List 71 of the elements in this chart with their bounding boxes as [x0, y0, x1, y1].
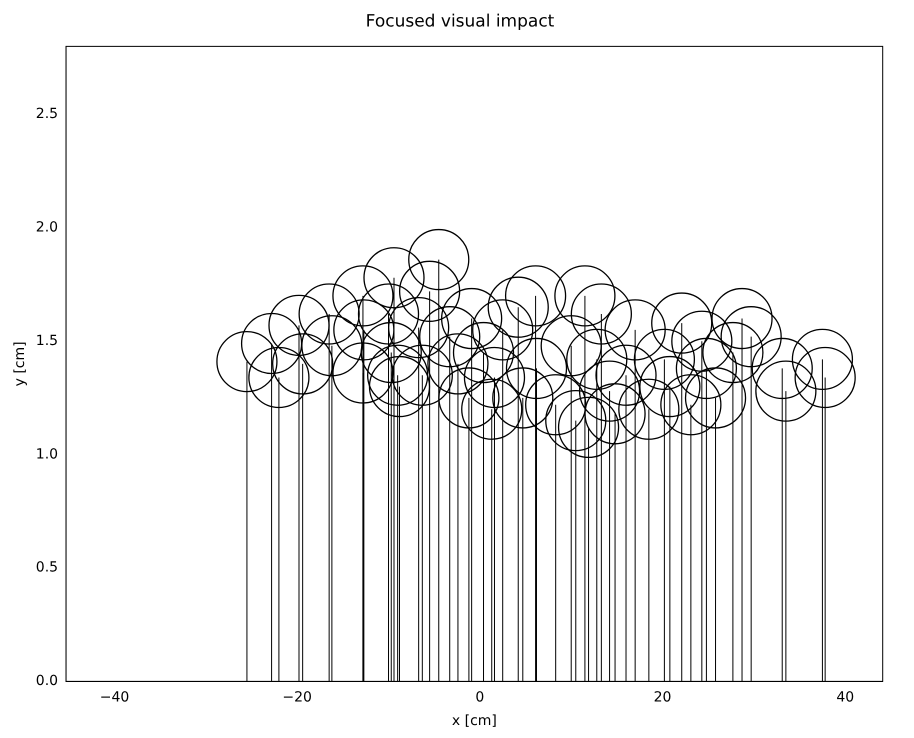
point: [268, 294, 330, 356]
point: [639, 356, 701, 418]
point: [452, 322, 514, 384]
point: [554, 265, 616, 327]
point: [216, 330, 278, 392]
point: [248, 346, 310, 408]
point: [595, 344, 657, 406]
point: [792, 328, 854, 390]
point: [752, 338, 813, 400]
point: [540, 315, 602, 376]
point: [488, 276, 549, 338]
point: [506, 338, 568, 400]
point: [427, 333, 489, 395]
x-axis-title: x [cm]: [452, 713, 497, 730]
point: [660, 374, 722, 436]
point: [367, 344, 428, 406]
point: [332, 265, 394, 327]
point: [634, 328, 696, 390]
point: [566, 328, 628, 390]
point: [398, 260, 460, 322]
point: [584, 383, 646, 444]
y-tick-label: 0.0: [36, 673, 58, 690]
point: [651, 292, 712, 354]
y-tick-label: 1.5: [36, 332, 58, 349]
point: [240, 312, 302, 374]
point: [545, 390, 606, 452]
point: [671, 310, 732, 372]
point: [408, 228, 470, 290]
x-tick-label: 40: [836, 689, 854, 706]
point: [702, 322, 764, 384]
point: [461, 378, 522, 440]
y-tick-label: 2.0: [36, 219, 58, 236]
point: [440, 288, 502, 350]
point: [438, 367, 500, 429]
y-axis-title: y [cm]: [12, 341, 28, 386]
point: [472, 299, 534, 361]
point: [525, 374, 586, 436]
y-tick-label: 2.5: [36, 106, 58, 122]
chart-title: Focused visual impact: [366, 12, 555, 32]
point: [492, 367, 554, 429]
point: [388, 296, 450, 358]
point: [618, 378, 680, 440]
point: [333, 299, 395, 361]
point: [272, 333, 334, 395]
point: [711, 288, 773, 350]
point: [684, 367, 746, 429]
point: [755, 360, 817, 422]
point: [570, 283, 632, 345]
point: [794, 346, 856, 408]
point: [360, 322, 422, 384]
point: [368, 356, 430, 418]
x-tick-label: −40: [100, 689, 130, 706]
point: [332, 342, 394, 404]
point: [419, 306, 480, 368]
point: [363, 247, 425, 308]
x-tick-label: 20: [654, 689, 672, 706]
point: [578, 360, 640, 422]
y-tick-label: 1.0: [36, 446, 58, 462]
point: [720, 306, 782, 368]
point: [558, 396, 620, 458]
point: [392, 344, 453, 406]
point: [298, 283, 360, 345]
x-tick-label: 0: [475, 689, 484, 706]
point: [358, 283, 420, 345]
x-tick-label: −20: [282, 689, 312, 706]
point: [676, 338, 738, 400]
point: [604, 299, 666, 361]
y-tick-label: 0.5: [36, 560, 58, 576]
point: [464, 346, 526, 408]
point: [301, 315, 363, 376]
point: [504, 265, 566, 327]
